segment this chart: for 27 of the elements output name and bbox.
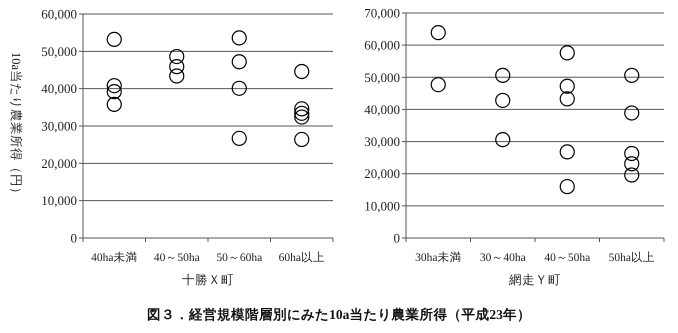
x-tick-label: 40～50ha xyxy=(544,252,590,264)
y-tick-label: 60,000 xyxy=(41,6,77,22)
x-tick-label: 40ha未満 xyxy=(91,251,138,264)
y-tick-label: 0 xyxy=(70,230,77,246)
y-tick-label: 20,000 xyxy=(41,156,77,171)
x-axis-title: 十勝Ｘ町 xyxy=(182,273,234,287)
y-tick-label: 20,000 xyxy=(364,166,400,182)
x-tick-label: 60ha以上 xyxy=(278,251,325,264)
x-tick-label: 40～50ha xyxy=(154,252,200,264)
y-tick-label: 70,000 xyxy=(364,6,400,20)
x-tick-label: 50～60ha xyxy=(216,252,262,264)
y-tick-label: 50,000 xyxy=(364,70,400,85)
y-tick-label: 50,000 xyxy=(41,44,77,59)
caption: 図３．経営規模階層別にみた10a当たり農業所得（平成23年） xyxy=(147,307,531,322)
y-tick-label: 40,000 xyxy=(364,102,400,117)
x-axis-title: 網走Ｙ町 xyxy=(508,273,561,287)
x-tick-label: 30～40ha xyxy=(480,252,526,264)
y-tick-label: 10,000 xyxy=(41,193,77,208)
y-tick-label: 60,000 xyxy=(364,38,400,53)
y-tick-label: 30,000 xyxy=(364,134,400,150)
x-tick-label: 50ha以上 xyxy=(608,251,655,264)
y-axis-title: 10a当たり農業所得（円） xyxy=(9,52,23,200)
y-tick-label: 30,000 xyxy=(41,118,77,134)
x-tick-label: 30ha未満 xyxy=(415,251,462,264)
y-tick-label: 40,000 xyxy=(41,81,77,96)
y-tick-label: 10,000 xyxy=(364,198,400,214)
y-tick-label: 0 xyxy=(394,230,400,246)
